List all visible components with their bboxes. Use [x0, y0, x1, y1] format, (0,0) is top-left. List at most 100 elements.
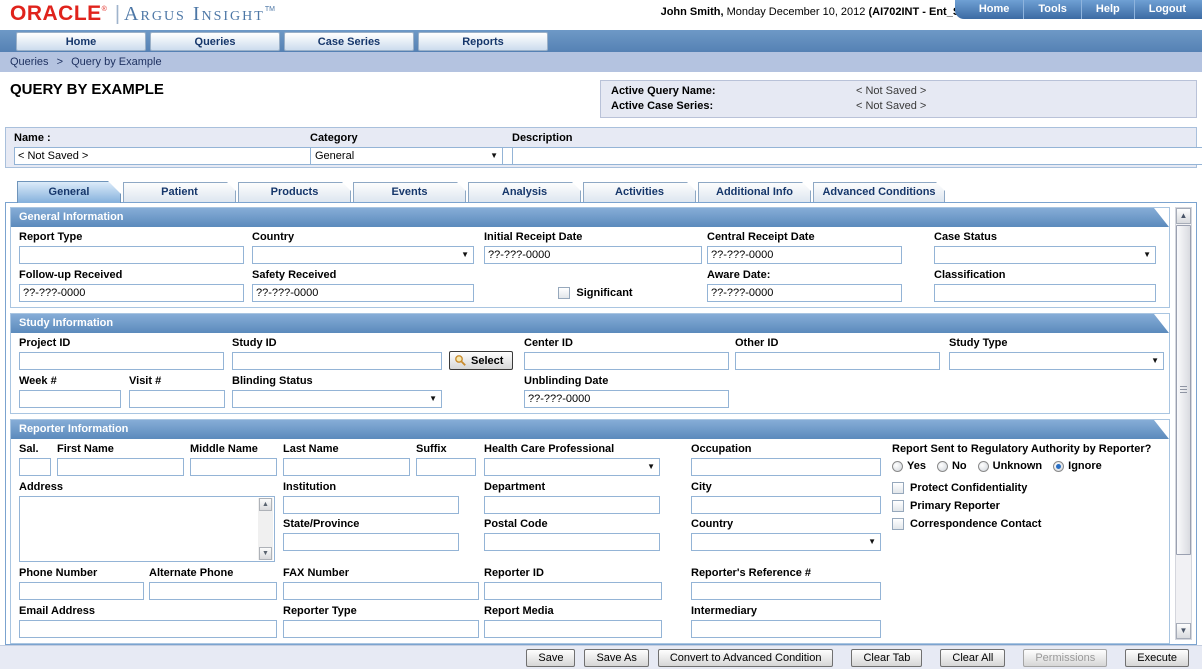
category-value: General — [315, 150, 355, 162]
first-name-input[interactable] — [57, 458, 184, 476]
field-case-status: Case Status ▼ — [934, 231, 1169, 264]
fax-number-input[interactable] — [283, 582, 479, 600]
tab-general[interactable]: General — [17, 181, 121, 203]
radio-ignore[interactable] — [1053, 460, 1065, 472]
institution-input[interactable] — [283, 496, 459, 514]
other-id-input[interactable] — [735, 352, 940, 370]
address-textarea[interactable]: ▲ ▼ — [19, 496, 275, 562]
aware-date-input[interactable] — [707, 284, 902, 302]
tab-advanced-conditions[interactable]: Advanced Conditions — [813, 182, 945, 202]
nav-tab-home[interactable]: Home — [16, 32, 146, 51]
reporter-id-input[interactable] — [484, 582, 662, 600]
week-input[interactable] — [19, 390, 121, 408]
middle-name-input[interactable] — [190, 458, 277, 476]
scroll-down-icon[interactable]: ▼ — [259, 547, 272, 560]
reporters-reference-input[interactable] — [691, 582, 881, 600]
central-receipt-date-input[interactable] — [707, 246, 902, 264]
convert-to-advanced-condition-button[interactable]: Convert to Advanced Condition — [657, 648, 834, 667]
clear-tab-button[interactable]: Clear Tab — [851, 648, 923, 667]
initial-receipt-date-input[interactable] — [484, 246, 702, 264]
report-type-input[interactable] — [19, 246, 244, 264]
app-logo: ORACLE ® | Argus Insight TM — [10, 2, 275, 26]
breadcrumb-queries[interactable]: Queries — [10, 56, 49, 68]
save-as-button[interactable]: Save As — [584, 648, 649, 667]
reporter-type-input[interactable] — [283, 620, 479, 638]
study-id-input[interactable] — [232, 352, 442, 370]
scroll-up-icon[interactable]: ▲ — [259, 498, 272, 511]
intermediary-input[interactable] — [691, 620, 881, 638]
scroll-up-icon[interactable]: ▲ — [1176, 208, 1191, 224]
project-id-label: Project ID — [19, 337, 71, 349]
tab-patient[interactable]: Patient — [123, 182, 236, 202]
visit-input[interactable] — [129, 390, 225, 408]
postal-code-input[interactable] — [484, 533, 660, 551]
country-select[interactable]: ▼ — [252, 246, 474, 264]
quicklink-tools[interactable]: Tools — [1023, 0, 1081, 19]
follow-up-received-input[interactable] — [19, 284, 244, 302]
report-sent-block: Report Sent to Regulatory Authority by R… — [892, 443, 1169, 472]
first-name-label: First Name — [57, 443, 114, 455]
correspondence-contact-checkbox[interactable] — [892, 518, 904, 530]
nav-tab-reports[interactable]: Reports — [418, 32, 548, 51]
significant-checkbox[interactable] — [558, 287, 571, 299]
protect-confidentiality-checkbox[interactable] — [892, 482, 904, 494]
health-care-professional-select[interactable]: ▼ — [484, 458, 660, 476]
nav-tab-case-series[interactable]: Case Series — [284, 32, 414, 51]
reporter-information-section: Reporter Information Sal. First Name Mid… — [10, 419, 1170, 644]
tab-products[interactable]: Products — [238, 182, 351, 202]
tab-events[interactable]: Events — [353, 182, 466, 202]
field-suffix: Suffix — [416, 443, 484, 476]
suffix-input[interactable] — [416, 458, 476, 476]
radio-unknown[interactable] — [977, 460, 989, 472]
scroll-down-icon[interactable]: ▼ — [1176, 623, 1191, 639]
city-input[interactable] — [691, 496, 881, 514]
category-select[interactable]: General ▼ — [310, 147, 503, 165]
blinding-status-select[interactable]: ▼ — [232, 390, 442, 408]
last-name-input[interactable] — [283, 458, 410, 476]
significant-label: Significant — [576, 287, 633, 299]
unblinding-date-input[interactable] — [524, 390, 729, 408]
field-aware-date: Aware Date: — [707, 269, 934, 302]
execute-button[interactable]: Execute — [1125, 648, 1189, 667]
field-week: Week # — [19, 375, 129, 408]
tab-additional-info[interactable]: Additional Info — [698, 182, 811, 202]
central-receipt-date-label: Central Receipt Date — [707, 231, 815, 243]
quicklink-logout[interactable]: Logout — [1133, 0, 1200, 19]
department-input[interactable] — [484, 496, 660, 514]
state-province-input[interactable] — [283, 533, 459, 551]
field-occupation: Occupation — [691, 443, 892, 476]
center-id-input[interactable] — [524, 352, 729, 370]
reporter-country-select[interactable]: ▼ — [691, 533, 881, 551]
clear-all-button[interactable]: Clear All — [940, 648, 1006, 667]
quicklink-help[interactable]: Help — [1080, 0, 1134, 19]
tab-activities[interactable]: Activities — [583, 182, 696, 202]
nav-tab-queries[interactable]: Queries — [150, 32, 280, 51]
alternate-phone-input[interactable] — [149, 582, 277, 600]
app-header: ORACLE ® | Argus Insight TM John Smith, Mo… — [0, 0, 1202, 30]
occupation-input[interactable] — [691, 458, 881, 476]
report-media-input[interactable] — [484, 620, 662, 638]
safety-received-input[interactable] — [252, 284, 474, 302]
study-type-select[interactable]: ▼ — [949, 352, 1164, 370]
radio-no[interactable] — [936, 460, 948, 472]
study-select-button[interactable]: Select — [449, 351, 514, 370]
radio-yes[interactable] — [892, 460, 903, 472]
save-button[interactable]: Save — [526, 648, 576, 667]
quicklink-home[interactable]: Home — [978, 3, 1010, 15]
visit-label: Visit # — [129, 375, 162, 387]
field-city: City — [691, 481, 892, 514]
project-id-input[interactable] — [19, 352, 224, 370]
sal-input[interactable] — [19, 458, 51, 476]
tab-analysis[interactable]: Analysis — [468, 182, 581, 202]
country-label: Country — [252, 231, 295, 243]
study-type-label: Study Type — [949, 337, 1008, 349]
primary-reporter-checkbox[interactable] — [892, 500, 904, 512]
email-address-input[interactable] — [19, 620, 277, 638]
classification-input[interactable] — [934, 284, 1156, 302]
phone-number-input[interactable] — [19, 582, 144, 600]
scrollbar-thumb[interactable] — [1176, 225, 1191, 555]
active-case-series-label: Active Case Series: — [611, 100, 714, 112]
content-scrollbar[interactable]: ▲ ▼ — [1175, 207, 1192, 640]
description-input[interactable] — [512, 147, 1202, 165]
case-status-select[interactable]: ▼ — [934, 246, 1156, 264]
